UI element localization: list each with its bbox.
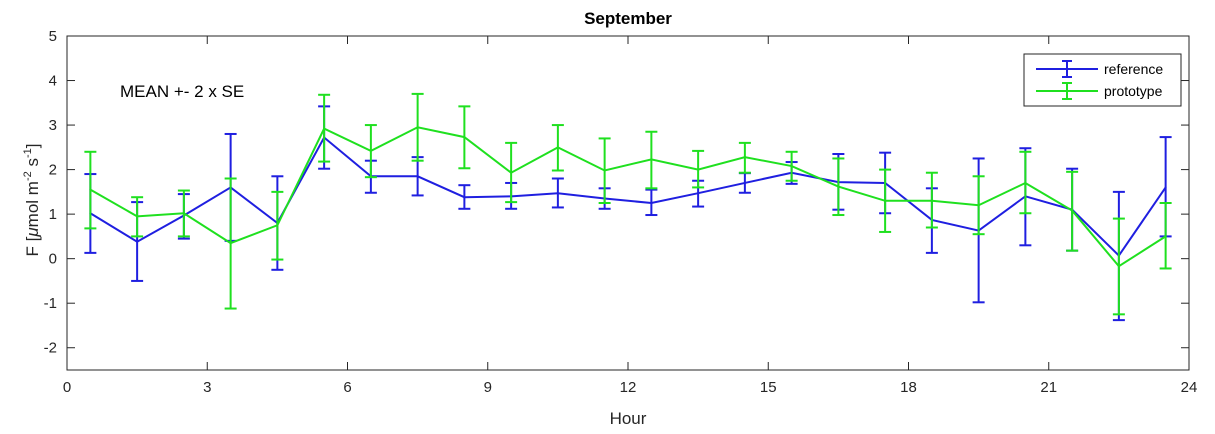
data-point — [1024, 181, 1027, 184]
series-line-reference — [89, 135, 1167, 258]
chart-title: September — [584, 9, 672, 28]
legend-box — [1023, 53, 1182, 107]
x-tick-label: 21 — [1040, 379, 1057, 396]
data-point — [790, 165, 793, 168]
data-point — [323, 127, 326, 130]
data-point — [743, 156, 746, 159]
y-label-part: ] — [23, 144, 42, 149]
y-tick-label: 4 — [49, 73, 57, 90]
data-point — [743, 181, 746, 184]
y-tick-label: 3 — [49, 117, 57, 134]
data-point — [556, 146, 559, 149]
data-point — [650, 158, 653, 161]
legend-label: prototype — [1104, 83, 1163, 99]
y-tick-label: 1 — [49, 206, 57, 223]
y-tick-label: 2 — [49, 162, 57, 179]
x-tick-label: 12 — [620, 379, 637, 396]
data-point — [884, 199, 887, 202]
data-point — [510, 171, 513, 174]
data-point — [930, 199, 933, 202]
y-label-superscript: -1 — [22, 148, 34, 158]
axes-box — [66, 35, 1190, 371]
x-axis-label: Hour — [610, 409, 647, 428]
data-point — [837, 185, 840, 188]
data-point — [977, 204, 980, 207]
data-point — [416, 175, 419, 178]
y-tick-label: 0 — [49, 251, 57, 268]
annotation-text: MEAN +- 2 x SE — [120, 82, 244, 101]
data-point — [603, 169, 606, 172]
data-point — [182, 212, 185, 215]
y-tick-label: -1 — [44, 295, 57, 312]
data-point — [1117, 265, 1120, 268]
y-label-superscript: -2 — [22, 171, 34, 181]
data-point — [1164, 186, 1167, 189]
data-point — [416, 126, 419, 129]
y-label-part: F [ — [23, 236, 42, 256]
series-line-prototype — [89, 126, 1167, 268]
data-point — [136, 215, 139, 218]
y-tick-label: -2 — [44, 340, 57, 357]
y-tick-label: 5 — [49, 28, 57, 45]
x-tick-label: 3 — [203, 379, 211, 396]
data-point — [89, 188, 92, 191]
legend: reference prototype — [1023, 53, 1182, 107]
x-tick-label: 18 — [900, 379, 917, 396]
legend-label: reference — [1104, 61, 1163, 77]
data-point — [463, 196, 466, 199]
series-prototype — [84, 92, 1172, 316]
y-label-part: mol m — [23, 181, 42, 227]
data-point — [1071, 209, 1074, 212]
data-point — [1164, 235, 1167, 238]
y-axis-label: F [μmol m-2 s-1] — [22, 144, 42, 257]
data-point — [369, 149, 372, 152]
data-point — [276, 224, 279, 227]
x-tick-label: 15 — [760, 379, 777, 396]
data-point — [650, 202, 653, 204]
data-point — [556, 192, 559, 195]
y-label-mu: μ — [23, 227, 42, 238]
x-tick-label: 0 — [63, 379, 71, 396]
data-point — [229, 242, 232, 245]
data-point — [463, 136, 466, 139]
x-tick-label: 24 — [1181, 379, 1198, 396]
data-point — [697, 168, 700, 171]
data-point — [697, 192, 700, 195]
x-tick-label: 6 — [343, 379, 351, 396]
y-label-part: s — [23, 158, 42, 171]
data-point — [136, 240, 139, 243]
x-tick-label: 9 — [484, 379, 492, 396]
